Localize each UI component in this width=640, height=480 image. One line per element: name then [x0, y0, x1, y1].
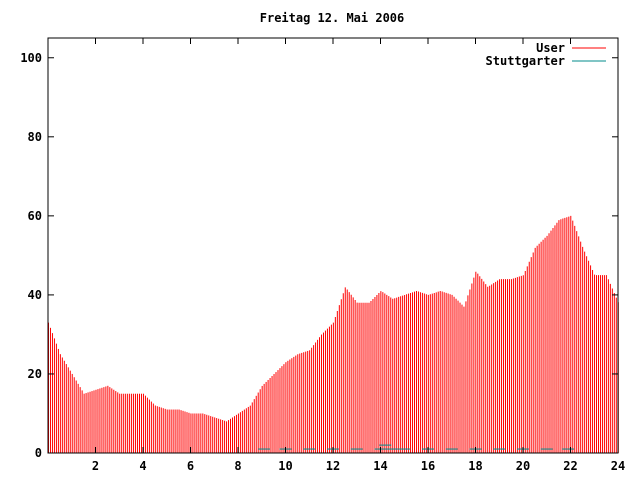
x-tick-label: 12 [326, 459, 340, 473]
x-tick-label: 20 [516, 459, 530, 473]
x-tick-label: 6 [187, 459, 194, 473]
y-tick-label: 40 [28, 288, 42, 302]
y-tick-label: 60 [28, 209, 42, 223]
x-tick-label: 16 [421, 459, 435, 473]
y-tick-label: 80 [28, 130, 42, 144]
x-tick-label: 10 [278, 459, 292, 473]
chart-title: Freitag 12. Mai 2006 [260, 11, 405, 25]
x-tick-label: 2 [92, 459, 99, 473]
x-tick-label: 8 [234, 459, 241, 473]
plot-area [48, 215, 619, 453]
x-tick-label: 24 [611, 459, 625, 473]
legend-label: Stuttgarter [486, 54, 565, 68]
x-tick-label: 14 [373, 459, 387, 473]
y-tick-label: 20 [28, 367, 42, 381]
y-tick-label: 100 [20, 51, 42, 65]
legend-label: User [536, 41, 565, 55]
series-user [48, 215, 619, 453]
x-tick-label: 22 [563, 459, 577, 473]
y-tick-label: 0 [35, 446, 42, 460]
x-tick-label: 18 [468, 459, 482, 473]
x-tick-label: 4 [139, 459, 146, 473]
